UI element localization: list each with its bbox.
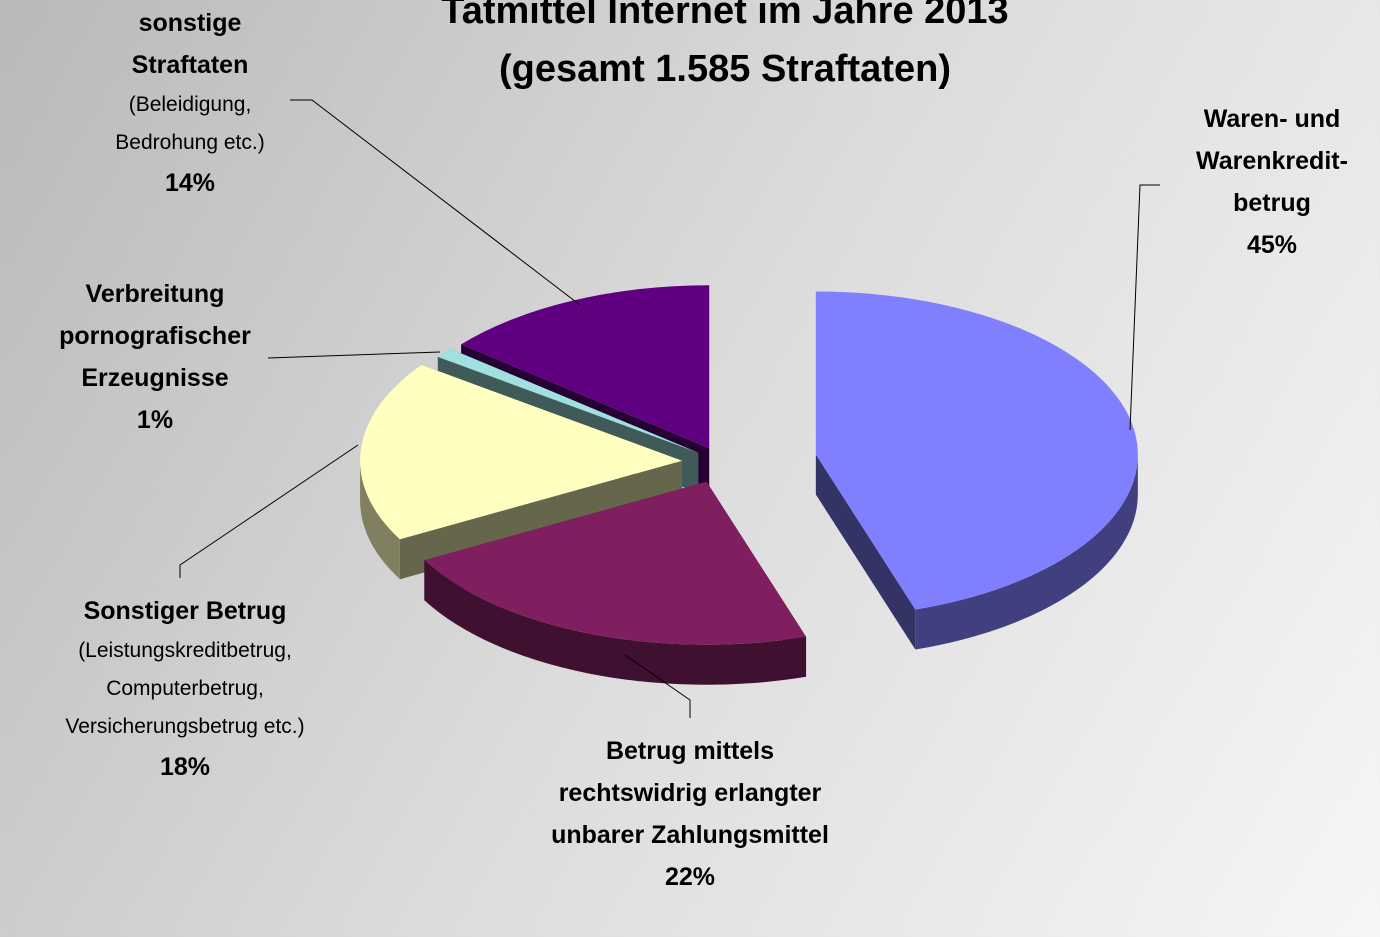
label-name: Verbreitung pornografischer Erzeugnisse — [59, 280, 251, 392]
label-value: 14% — [164, 169, 216, 197]
pie-slice — [815, 291, 1138, 610]
pie-slice — [461, 285, 710, 449]
slice-outer-wall — [915, 454, 1138, 650]
label-name: Sonstiger Betrug — [83, 597, 287, 625]
chart-title: Tatmittel Internet im Jahre 2013 — [441, 0, 1009, 32]
slice-outer-wall — [424, 560, 807, 685]
leader-line — [624, 654, 691, 718]
leader-line — [290, 99, 581, 306]
slice-label: Sonstiger Betrug (Leistungskreditbetrug, … — [54, 590, 316, 788]
slice-radial-wall — [815, 454, 916, 650]
pie-slice — [360, 364, 683, 540]
label-name: Waren- und Warenkredit­betrug — [1196, 105, 1348, 217]
label-name: sonstige Straftaten — [131, 9, 249, 79]
slice-label: Betrug mittels rechtswidrig erlangter un… — [550, 730, 830, 898]
label-value: 45% — [1246, 231, 1298, 259]
pie-slice — [437, 348, 699, 453]
chart-subtitle: (gesamt 1.585 Straftaten) — [499, 48, 951, 90]
label-value: 18% — [159, 753, 211, 781]
slice-label: Verbreitung pornografischer Erzeugnisse 1… — [35, 273, 275, 441]
slice-label: Waren- und Warenkredit­betrug 45% — [1172, 98, 1372, 266]
slice — [815, 291, 1138, 650]
label-note: (Beleidigung, Bedrohung etc.) — [115, 93, 265, 154]
label-value: 1% — [136, 406, 174, 434]
leader-line — [179, 444, 359, 578]
leader-line — [1129, 184, 1160, 431]
label-value: 22% — [664, 863, 716, 891]
slice-outer-wall — [360, 460, 400, 580]
label-note: (Leistungskreditbetrug, Computerbetrug, … — [65, 639, 305, 738]
pie-slice — [424, 481, 807, 645]
leader-line — [267, 351, 441, 359]
slice — [424, 481, 807, 685]
slice-label: sonstige Straftaten (Beleidigung, Bedrohu… — [90, 2, 290, 204]
label-name: Betrug mittels rechtswidrig erlangter un… — [551, 737, 829, 849]
